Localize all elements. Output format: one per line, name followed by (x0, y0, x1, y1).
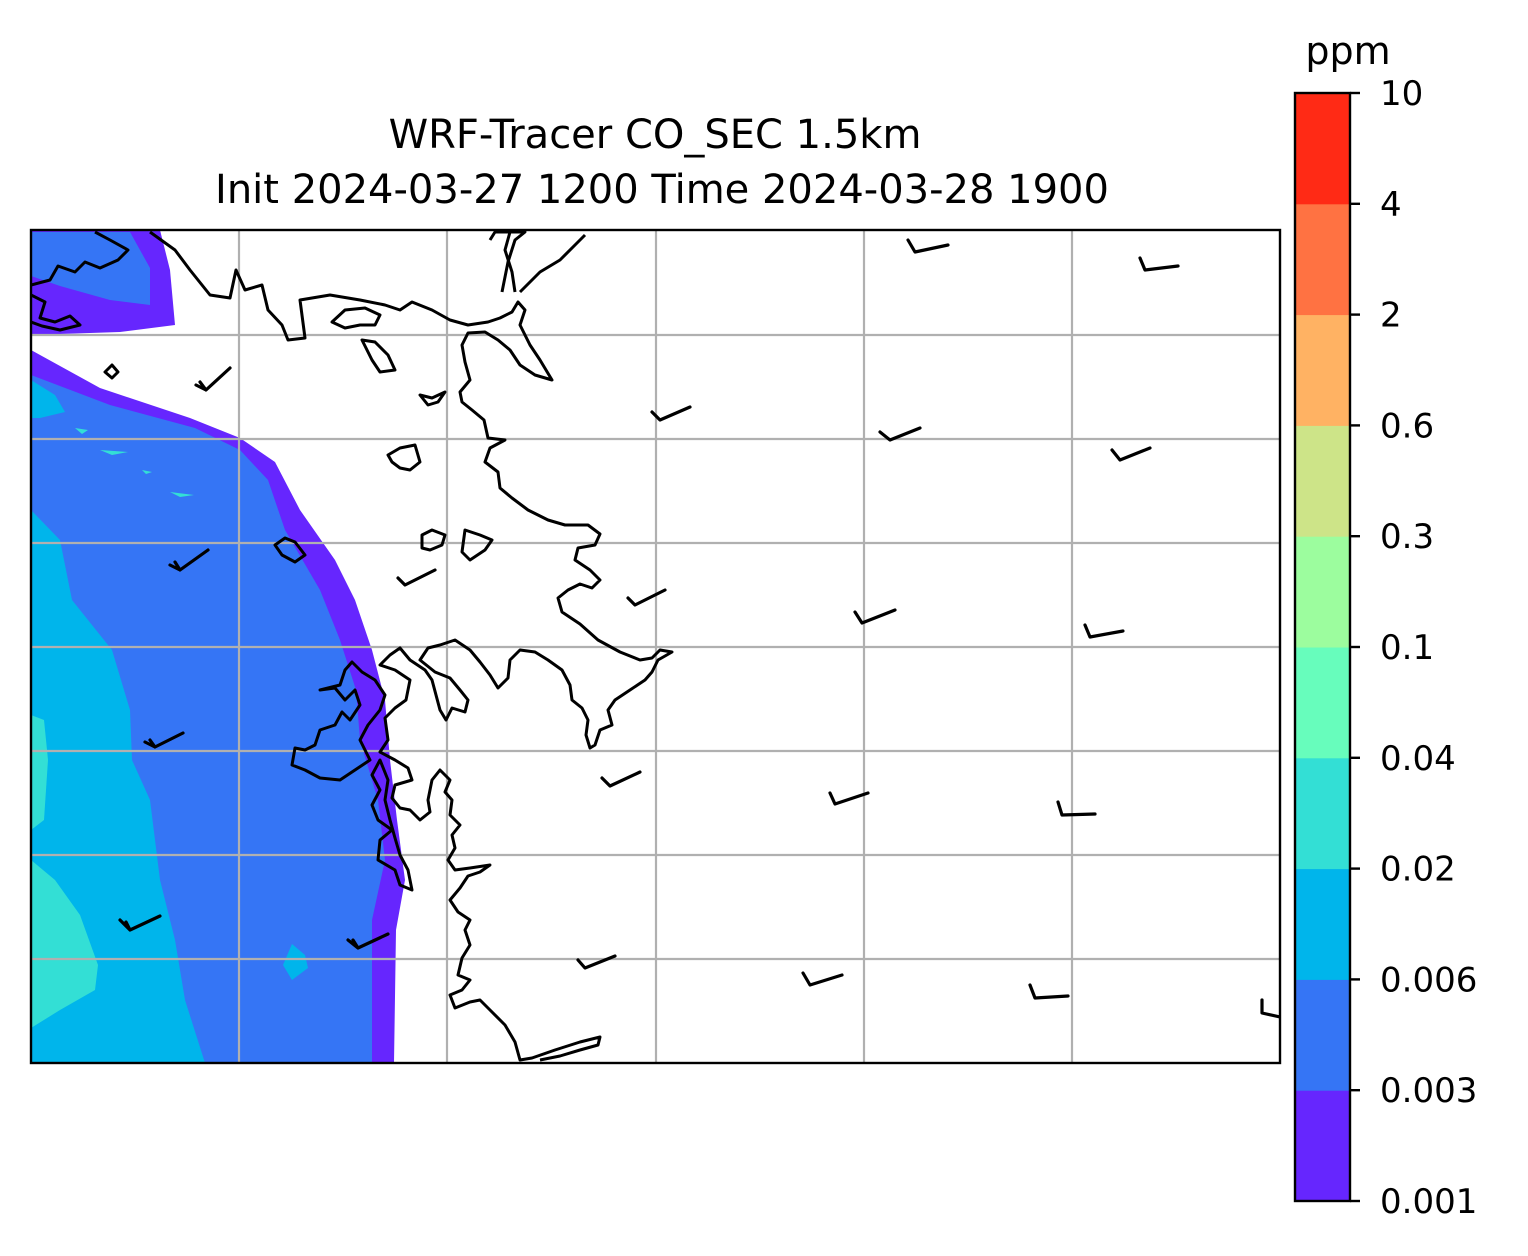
colorbar-tick-label: 10 (1380, 74, 1423, 114)
wind-barb (828, 791, 870, 806)
wind-barb (650, 405, 692, 422)
colorbar-tick-label: 2 (1380, 296, 1402, 336)
coastlines (31, 230, 674, 1062)
colorbar-tick-label: 0.02 (1380, 850, 1456, 890)
wind-barb (906, 238, 950, 254)
wind-barb (194, 366, 232, 392)
colorbar-tick-label: 0.006 (1380, 960, 1477, 1000)
colorbar-ticks: 0.001 0.003 0.006 0.02 0.04 0.1 0.3 0.6 2 4 10 (1350, 74, 1477, 1222)
colorbar-swatch (1295, 93, 1350, 205)
colorbar-swatch (1295, 979, 1350, 1091)
wind-barb (1083, 623, 1125, 639)
contour-level-002 (31, 715, 48, 830)
wind-barb (143, 731, 185, 749)
wind-barb (878, 426, 922, 442)
wind-barbs (118, 238, 1280, 1019)
map-title-line1: WRF-Tracer CO_SEC 1.5km (389, 112, 922, 158)
colorbar-swatch (1295, 314, 1350, 426)
colorbar-swatch (1295, 425, 1350, 537)
wind-barb (396, 568, 437, 587)
colorbar-swatch (1295, 203, 1350, 316)
wind-barb (600, 770, 642, 788)
colorbar-swatch (1295, 1090, 1350, 1202)
map-title-line2: Init 2024-03-27 1200 Time 2024-03-28 190… (215, 167, 1109, 213)
colorbar-swatch (1295, 536, 1350, 648)
colorbar-swatch (1295, 647, 1350, 759)
wind-barb (1056, 800, 1097, 817)
colorbar-tick-label: 0.1 (1380, 628, 1434, 668)
colorbar-swatches (1295, 93, 1350, 1202)
colorbar-tick-label: 0.6 (1380, 406, 1434, 446)
colorbar-tick-label: 4 (1380, 185, 1402, 225)
contour-level-0006 (31, 380, 65, 418)
wind-barb (1260, 998, 1280, 1019)
wind-barb (346, 932, 390, 950)
colorbar-tick-label: 0.04 (1380, 739, 1456, 779)
contour-level-0003 (31, 232, 150, 305)
map-frame (29, 228, 1282, 1065)
colorbar-tick-label: 0.3 (1380, 517, 1434, 557)
gridlines (31, 230, 1280, 1063)
colorbar-swatch (1295, 868, 1350, 980)
wind-barb (1138, 256, 1180, 272)
wind-barb (1110, 446, 1152, 462)
colorbar-frame (1293, 91, 1352, 1203)
wind-barb (801, 971, 844, 987)
contour-level-002 (31, 860, 98, 1028)
wind-barb (168, 548, 210, 572)
wind-barb (853, 608, 897, 625)
colorbar-tick-label: 0.001 (1380, 1182, 1477, 1222)
colorbar-unit-label: ppm (1305, 29, 1390, 73)
wind-barb (576, 954, 617, 970)
map-area (31, 230, 1280, 1063)
wind-barb (118, 914, 162, 932)
colorbar: ppm 0.001 0.003 0.006 0.02 0.04 0.1 0.3 0.6 2 4 10 (1293, 29, 1477, 1222)
colorbar-swatch (1295, 757, 1350, 870)
colorbar-tick-label: 0.003 (1380, 1071, 1477, 1111)
wind-barb (626, 588, 667, 607)
wind-barb (1028, 983, 1070, 1000)
contour-level-0006 (283, 944, 308, 980)
